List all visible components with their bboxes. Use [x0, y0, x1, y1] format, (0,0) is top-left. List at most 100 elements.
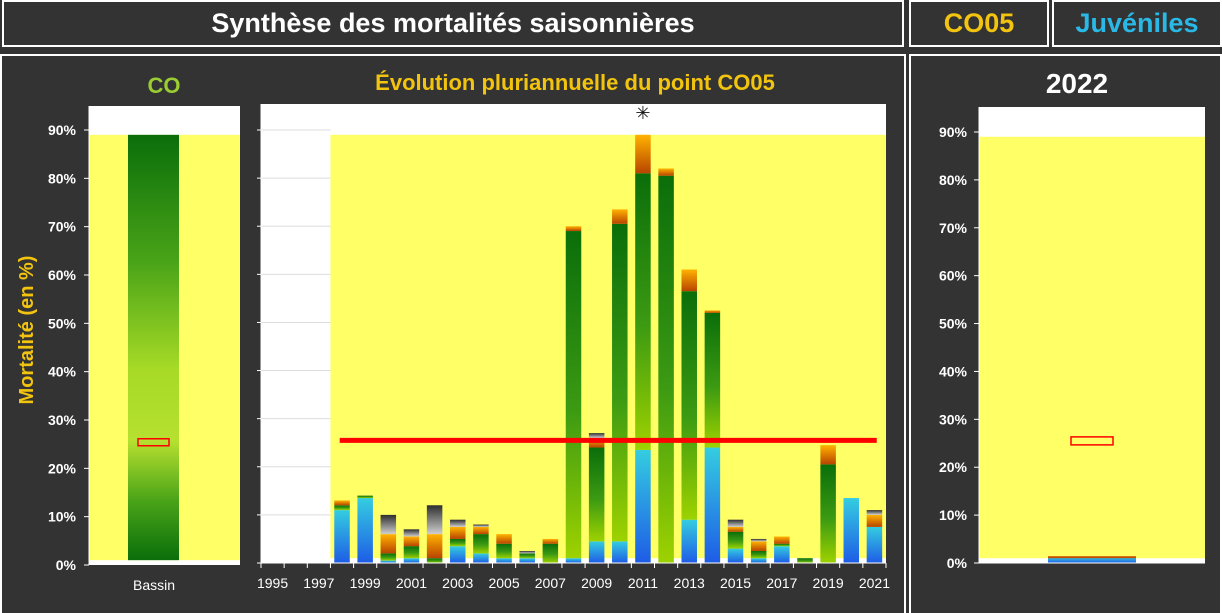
evolution-x-tick-label: 2015 — [720, 575, 751, 591]
bar-2001-grey — [403, 529, 420, 537]
bar-2016-grey — [750, 538, 767, 542]
bar-2003-grey — [450, 519, 466, 527]
bar-2016-blue — [750, 558, 767, 563]
bar-2013-orange — [681, 269, 697, 292]
bar-2016-green — [750, 550, 767, 559]
bar-2006-blue — [519, 558, 535, 563]
basin-range-bar — [128, 134, 179, 561]
y-axis-label: Mortalité (en %) — [16, 256, 38, 405]
bar-2019-green — [820, 464, 836, 563]
evolution-x-tick-label: 2021 — [859, 575, 890, 591]
bar-2005-orange — [496, 534, 512, 544]
current-y-tick-label: 70% — [939, 220, 968, 236]
bar-2017-blue — [774, 546, 790, 563]
bar-2008-green — [565, 231, 582, 559]
bar-2008-blue — [565, 558, 582, 563]
bar-2000-green — [380, 553, 397, 561]
evolution-x-tick-label: 2005 — [488, 575, 519, 591]
header-point-code: CO05 — [909, 0, 1049, 47]
bar-2010-blue — [612, 541, 628, 563]
bar-1998-green — [334, 505, 350, 511]
evolution-x-tick-label: 1999 — [350, 575, 381, 591]
bar-2004-green — [473, 534, 489, 554]
header-life-stage: Juvéniles — [1052, 0, 1222, 47]
bar-2021-blue — [866, 526, 883, 563]
basin-chart-title: CO — [148, 73, 181, 98]
current-marker — [1070, 436, 1114, 446]
bar-2009-grey — [588, 433, 605, 438]
current-y-tick-label: 80% — [939, 172, 968, 188]
current-y-tick-label: 90% — [939, 124, 968, 140]
evolution-x-tick-label: 2009 — [581, 575, 612, 591]
basin-y-tick-label: 0% — [56, 557, 77, 573]
evolution-x-tick-label: 2019 — [813, 575, 844, 591]
bar-2021-grey — [866, 510, 883, 515]
history-panel — [0, 54, 906, 613]
header-title: Synthèse des mortalités saisonnières — [2, 0, 904, 47]
current-y-tick-label: 0% — [947, 555, 968, 571]
bar-2005-green — [496, 543, 512, 559]
bar-2009-green — [588, 447, 605, 542]
bar-2009-blue — [588, 541, 605, 563]
bar-2018-green — [797, 558, 813, 563]
bar-2001-orange — [403, 536, 420, 547]
bar-2003-green — [450, 538, 466, 547]
bar-2000-orange — [380, 534, 397, 554]
bar-2014-blue — [704, 447, 721, 563]
bar-2013-green — [681, 291, 697, 520]
bar-2002-green — [426, 558, 443, 563]
evolution-x-tick-label: 2003 — [442, 575, 473, 591]
bar-2015-green — [727, 531, 744, 549]
basin-y-tick-label: 10% — [48, 509, 77, 525]
bar-1998-orange — [334, 500, 350, 506]
bar-1998-blue — [334, 510, 350, 563]
basin-category-label: Bassin — [133, 577, 175, 593]
bar-2003-orange — [450, 526, 466, 539]
basin-y-tick-label: 30% — [48, 412, 77, 428]
bar-1999-green — [357, 495, 373, 499]
evolution-x-tick-label: 2011 — [628, 575, 658, 591]
basin-y-tick-label: 40% — [48, 364, 77, 380]
bar-2011-green — [635, 173, 651, 450]
bar-2000-grey — [380, 514, 397, 535]
bar-2021-orange — [866, 514, 883, 527]
bar-2002-grey — [426, 505, 443, 535]
bar-2011-orange — [635, 134, 651, 174]
basin-y-tick-label: 60% — [48, 267, 77, 283]
evolution-x-tick-label: 2001 — [396, 575, 427, 591]
bar-2002-orange — [426, 534, 443, 559]
bar-2010-orange — [612, 209, 628, 224]
basin-marker — [137, 438, 170, 447]
evolution-shaded-range — [330, 134, 886, 559]
evolution-x-tick-label: 2013 — [674, 575, 705, 591]
bar-2007-green — [542, 543, 559, 563]
basin-y-tick-label: 70% — [48, 219, 77, 235]
bar-2010-green — [612, 223, 628, 542]
evolution-x-tick-label: 2007 — [535, 575, 566, 591]
bar-2016-orange — [750, 541, 767, 551]
bar-2013-blue — [681, 519, 697, 563]
bar-2004-blue — [473, 553, 489, 563]
current-y-tick-label: 10% — [939, 507, 968, 523]
bar-2014-orange — [704, 310, 721, 313]
bar-2003-blue — [450, 546, 466, 563]
current-y-tick-label: 20% — [939, 459, 968, 475]
outlier-marker: ✳ — [635, 103, 650, 123]
current-y-tick-label: 50% — [939, 316, 968, 332]
evolution-chart-title: Évolution pluriannuelle du point CO05 — [375, 70, 775, 95]
basin-y-tick-label: 20% — [48, 460, 77, 476]
bar-2015-blue — [727, 548, 744, 563]
current-y-tick-label: 30% — [939, 411, 968, 427]
current-y-tick-label: 40% — [939, 363, 968, 379]
basin-y-tick-label: 90% — [48, 122, 77, 138]
bar-2006-green — [519, 553, 535, 559]
bar-2017-green — [774, 543, 790, 547]
bar-2001-green — [403, 546, 420, 559]
bar-2008-orange — [565, 226, 582, 232]
current-chart-title: 2022 — [1046, 68, 1108, 99]
bar-1999-blue — [357, 498, 373, 563]
bar-2012-green — [658, 175, 674, 563]
evolution-x-tick-label: 2017 — [766, 575, 797, 591]
bar-2017-orange — [774, 536, 790, 544]
bar-2019-orange — [820, 445, 836, 465]
